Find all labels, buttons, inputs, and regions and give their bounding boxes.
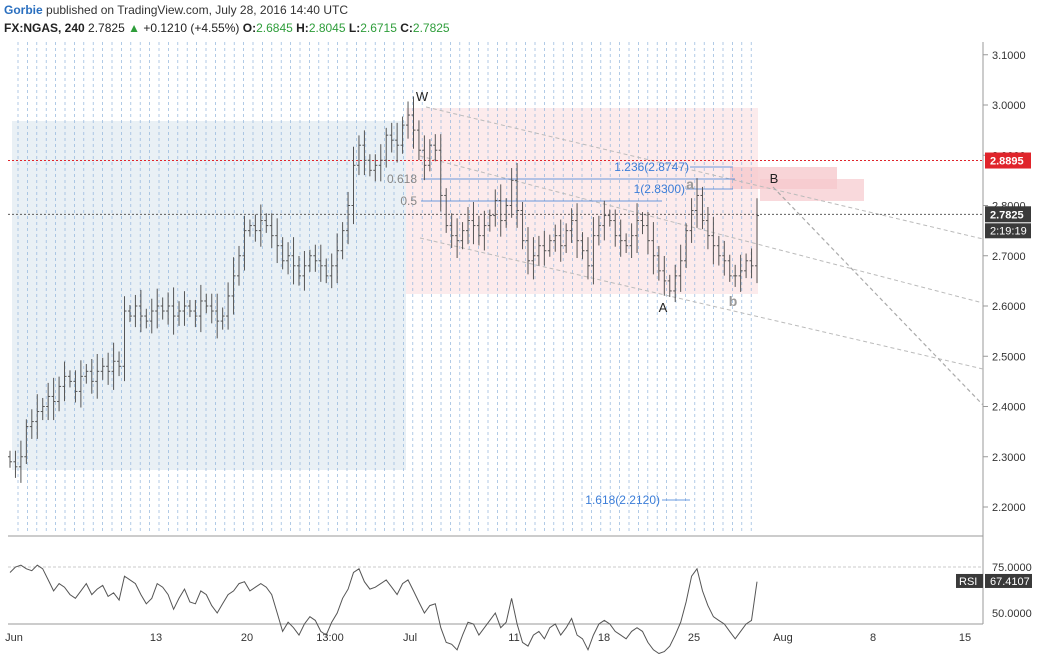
drawing-layer bbox=[8, 106, 984, 501]
fib-1.618-label: 1.618(2.2120) bbox=[585, 493, 660, 507]
countdown-label: 2:19:19 bbox=[990, 225, 1027, 237]
price-tick-label: 2.3000 bbox=[992, 452, 1026, 464]
wave-label-a: A bbox=[659, 300, 668, 315]
time-tick-label: 8 bbox=[870, 632, 876, 644]
up-arrow-icon: ▲ bbox=[128, 21, 140, 35]
target-box-2 bbox=[760, 179, 864, 201]
red-level-badge bbox=[985, 152, 1031, 169]
red-level-label: 2.8895 bbox=[990, 156, 1024, 168]
fib-1.236-label: 1.236(2.8747) bbox=[614, 160, 689, 174]
high-value: 2.8045 bbox=[308, 21, 346, 35]
time-tick-label: Jul bbox=[403, 632, 417, 644]
countdown-badge bbox=[985, 223, 1031, 239]
wave-label-b: B bbox=[770, 171, 779, 186]
blue-range-zone bbox=[12, 121, 406, 470]
high-label: H: bbox=[296, 21, 309, 35]
rsi-tick-label: 50.0000 bbox=[992, 608, 1032, 620]
wave-label-small-a: a bbox=[686, 176, 694, 192]
last-price-label: 2.7825 bbox=[990, 209, 1024, 221]
channel-line bbox=[425, 106, 984, 240]
time-tick-label: 11 bbox=[508, 632, 519, 644]
last-price-badge bbox=[985, 206, 1031, 223]
time-grid bbox=[8, 42, 984, 625]
price-tick-label: 2.5000 bbox=[992, 351, 1026, 363]
time-tick-label: 13 bbox=[150, 632, 162, 644]
background-layer bbox=[8, 42, 983, 534]
published-info: published on TradingView.com, July 28, 2… bbox=[46, 3, 348, 17]
time-tick-label: 20 bbox=[241, 632, 253, 644]
last-price: 2.7825 bbox=[88, 21, 125, 35]
close-value: 2.7825 bbox=[412, 21, 450, 35]
rsi-badge bbox=[956, 573, 983, 588]
fib-0.618-label: 0.618 bbox=[387, 172, 417, 186]
time-tick-label: 18 bbox=[598, 632, 610, 644]
price-change: +0.1210 (+4.55%) bbox=[143, 21, 240, 35]
time-tick-label: Aug bbox=[773, 632, 793, 644]
low-value: 2.6715 bbox=[360, 21, 397, 35]
rsi-line bbox=[9, 564, 758, 654]
ohlc-legend: FX:NGAS, 240 2.7825 ▲ +0.1210 (+4.55%) O… bbox=[4, 21, 450, 35]
wave-label-w: W bbox=[416, 89, 429, 104]
time-tick-label: Jun bbox=[5, 632, 23, 644]
rsi-label: RSI bbox=[959, 576, 977, 588]
time-tick-label: 25 bbox=[688, 632, 700, 644]
price-tick-label: 2.2000 bbox=[992, 502, 1026, 514]
price-tick-label: 2.4000 bbox=[992, 402, 1026, 414]
price-tick-label: 2.7000 bbox=[992, 251, 1026, 263]
time-tick-label: 13:00 bbox=[316, 632, 344, 644]
price-tick-label: 2.6000 bbox=[992, 301, 1026, 313]
symbol-label[interactable]: FX:NGAS, 240 bbox=[4, 21, 85, 35]
price-tick-label: 3.1000 bbox=[992, 50, 1026, 62]
open-value: 2.6845 bbox=[256, 21, 293, 35]
fib-1-label: 1(2.8300) bbox=[634, 182, 685, 196]
wave-label-small-b: b bbox=[729, 293, 738, 309]
annotation-layer: 0.5 0.618 1(2.8300) 1.236(2.8747) 1.618(2.21… bbox=[387, 89, 778, 507]
author-name[interactable]: Gorbie bbox=[4, 3, 43, 17]
time-tick-label: 15 bbox=[959, 632, 971, 644]
price-tick-label: 3.0000 bbox=[992, 100, 1026, 112]
ohlc-bars bbox=[8, 96, 759, 483]
fib-0.5-label: 0.5 bbox=[400, 194, 417, 208]
price-axis: 3.10003.00002.90002.80002.70002.60002.50… bbox=[5, 50, 1032, 644]
rsi-value-badge bbox=[985, 573, 1032, 588]
channel-line bbox=[419, 155, 984, 304]
chart-attribution: Gorbie published on TradingView.com, Jul… bbox=[4, 3, 348, 17]
projection-line bbox=[772, 186, 984, 406]
open-label: O: bbox=[242, 21, 257, 35]
close-label: C: bbox=[400, 21, 413, 35]
rsi-value-label: 67.4107 bbox=[990, 576, 1030, 588]
rsi-pane bbox=[8, 564, 983, 654]
rsi-tick-label: 75.0000 bbox=[992, 562, 1032, 574]
low-label: L: bbox=[348, 21, 361, 35]
channel-line bbox=[419, 237, 984, 370]
